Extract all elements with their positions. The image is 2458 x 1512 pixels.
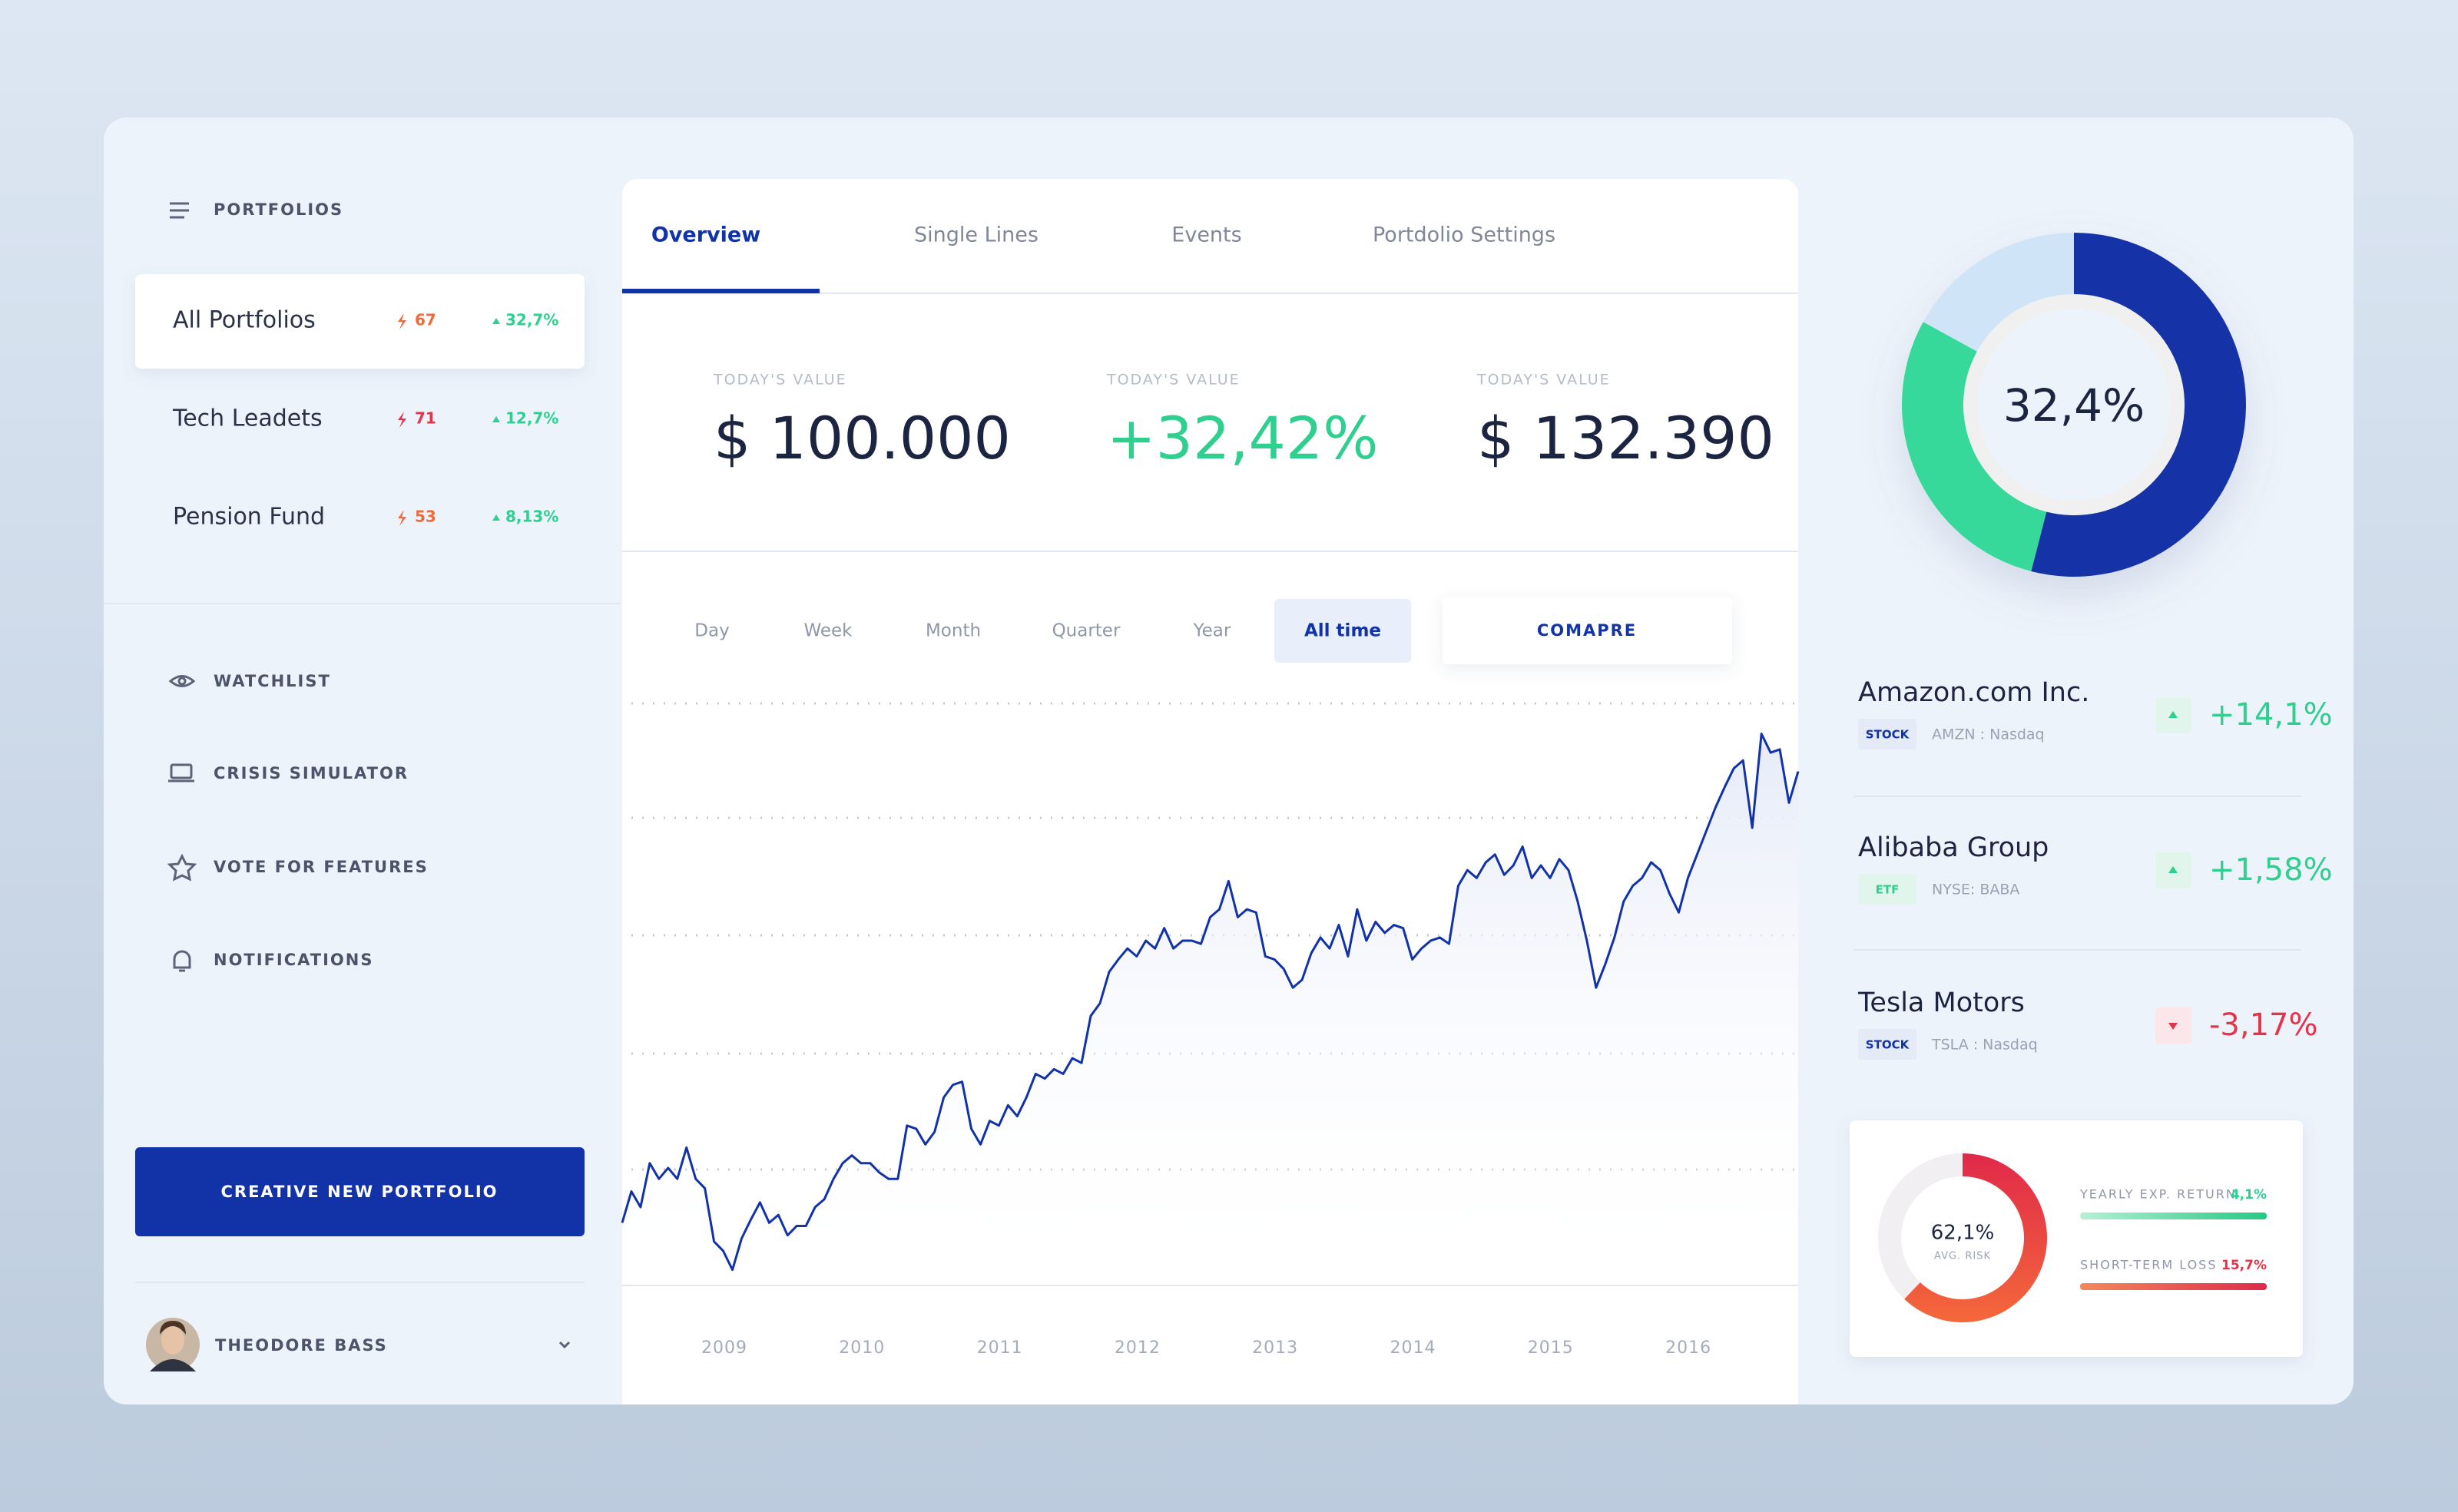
- stock-change: +1,58%: [2209, 852, 2333, 888]
- tab[interactable]: Overview: [651, 223, 760, 247]
- stock-name[interactable]: Tesla Motors: [1857, 988, 2025, 1018]
- up-icon: [492, 514, 500, 521]
- stat-label: TODAY'S VALUE: [1476, 372, 1611, 389]
- portfolio-count: 71: [415, 409, 436, 428]
- range-option[interactable]: Week: [803, 621, 853, 641]
- up-icon: [492, 416, 500, 422]
- donut-label: 32,4%: [2003, 379, 2145, 432]
- risk-value: 62,1%: [1931, 1222, 1995, 1245]
- x-tick-label: 2010: [839, 1338, 885, 1358]
- change-icon: [2168, 711, 2178, 718]
- x-tick-label: 2014: [1390, 1338, 1436, 1358]
- menu-item[interactable]: WATCHLIST: [214, 672, 331, 690]
- x-tick-label: 2012: [1115, 1338, 1161, 1358]
- x-tick-label: 2011: [977, 1338, 1023, 1358]
- stock-change: +14,1%: [2209, 697, 2333, 733]
- user-chevron[interactable]: [558, 1341, 571, 1349]
- stock-badge: [1858, 719, 1916, 749]
- compare-label[interactable]: COMAPRE: [1537, 621, 1637, 640]
- stat-value: +32,42%: [1107, 404, 1378, 472]
- portfolio-name[interactable]: All Portfolios: [173, 307, 316, 334]
- x-tick-label: 2009: [701, 1338, 747, 1358]
- stat-value: $ 132.390: [1477, 404, 1774, 472]
- create-button[interactable]: [135, 1147, 585, 1236]
- user-name[interactable]: THEODORE BASS: [215, 1336, 388, 1355]
- donut-segment: [1923, 233, 2074, 352]
- range-option[interactable]: Quarter: [1052, 621, 1121, 641]
- price-line: [621, 733, 1800, 1272]
- metric-value: 15,7%: [2221, 1258, 2267, 1273]
- up-icon: [492, 318, 500, 324]
- portfolio-count: 53: [415, 508, 436, 526]
- active-range[interactable]: [1274, 599, 1411, 663]
- portfolio-change: 12,7%: [505, 409, 558, 428]
- tab[interactable]: Events: [1171, 223, 1241, 247]
- sidebar-title: PORTFOLIOS: [214, 200, 343, 219]
- tab[interactable]: Portdolio Settings: [1373, 223, 1555, 247]
- menu-icon[interactable]: [170, 202, 189, 219]
- x-tick-label: 2016: [1665, 1338, 1711, 1358]
- risk-label: AVG. RISK: [1934, 1251, 1991, 1262]
- range-option[interactable]: Year: [1193, 621, 1231, 641]
- risk-arc: [1904, 1153, 2047, 1322]
- stock-type: STOCK: [1866, 728, 1910, 742]
- donut-hole: [1978, 309, 2170, 501]
- stock-badge: [1858, 874, 1916, 905]
- metric-label: YEARLY EXP. RETURN: [2079, 1187, 2237, 1202]
- stock-ticker: NYSE: BABA: [1932, 882, 2019, 898]
- bolt-icon: [398, 313, 406, 329]
- x-tick-label: 2013: [1252, 1338, 1298, 1358]
- metric-label: SHORT-TERM LOSS: [2080, 1258, 2217, 1272]
- portfolio-name[interactable]: Pension Fund: [173, 504, 325, 531]
- loss-bar: [2080, 1283, 2267, 1290]
- stock-name[interactable]: Alibaba Group: [1858, 832, 2049, 863]
- grid-lines: [631, 702, 1798, 1171]
- portfolio-change: 8,13%: [505, 508, 558, 526]
- stock-type: ETF: [1876, 883, 1900, 897]
- bolt-icon: [398, 412, 406, 428]
- change-icon: [2168, 1023, 2178, 1030]
- range-option[interactable]: Day: [694, 621, 729, 641]
- stock-type: STOCK: [1866, 1038, 1910, 1052]
- stock-name[interactable]: Amazon.com Inc.: [1858, 677, 2089, 708]
- avatar[interactable]: [146, 1318, 200, 1371]
- stock-badge: [1858, 1029, 1916, 1060]
- bolt-icon: [398, 510, 406, 526]
- portfolio-count: 67: [415, 311, 436, 329]
- return-bar: [2080, 1213, 2267, 1219]
- donut-segment: [2031, 233, 2247, 577]
- tab[interactable]: Single Lines: [914, 223, 1039, 247]
- button-label[interactable]: CREATIVE NEW PORTFOLIO: [220, 1183, 498, 1201]
- stock-ticker: AMZN : Nasdaq: [1932, 726, 2045, 743]
- portfolio-change: 32,7%: [505, 311, 558, 329]
- menu-item[interactable]: VOTE FOR FEATURES: [214, 858, 429, 876]
- tab-underline: [622, 289, 820, 293]
- stock-dividers: [1854, 796, 2301, 951]
- metric-value: 4,1%: [2231, 1187, 2267, 1203]
- range-option[interactable]: All time: [1304, 621, 1381, 641]
- stock-change: -3,17%: [2209, 1007, 2318, 1043]
- menu-icons: [167, 675, 197, 972]
- menu-item[interactable]: CRISIS SIMULATOR: [214, 764, 409, 782]
- change-icon: [2168, 866, 2178, 873]
- risk-ring-inner: [1901, 1176, 2024, 1299]
- active-portfolio[interactable]: [135, 274, 585, 369]
- stat-label: TODAY'S VALUE: [1106, 372, 1241, 389]
- menu-item[interactable]: NOTIFICATIONS: [214, 951, 373, 969]
- x-tick-label: 2015: [1528, 1338, 1574, 1358]
- portfolio-name[interactable]: Tech Leadets: [172, 405, 323, 432]
- stat-label: TODAY'S VALUE: [713, 372, 847, 389]
- line-area: [622, 733, 1798, 1285]
- compare-button[interactable]: [1443, 597, 1732, 664]
- range-option[interactable]: Month: [926, 621, 981, 641]
- donut-segment: [1901, 322, 2047, 571]
- stock-ticker: TSLA : Nasdaq: [1931, 1037, 2038, 1054]
- stat-value: $ 100.000: [714, 404, 1011, 472]
